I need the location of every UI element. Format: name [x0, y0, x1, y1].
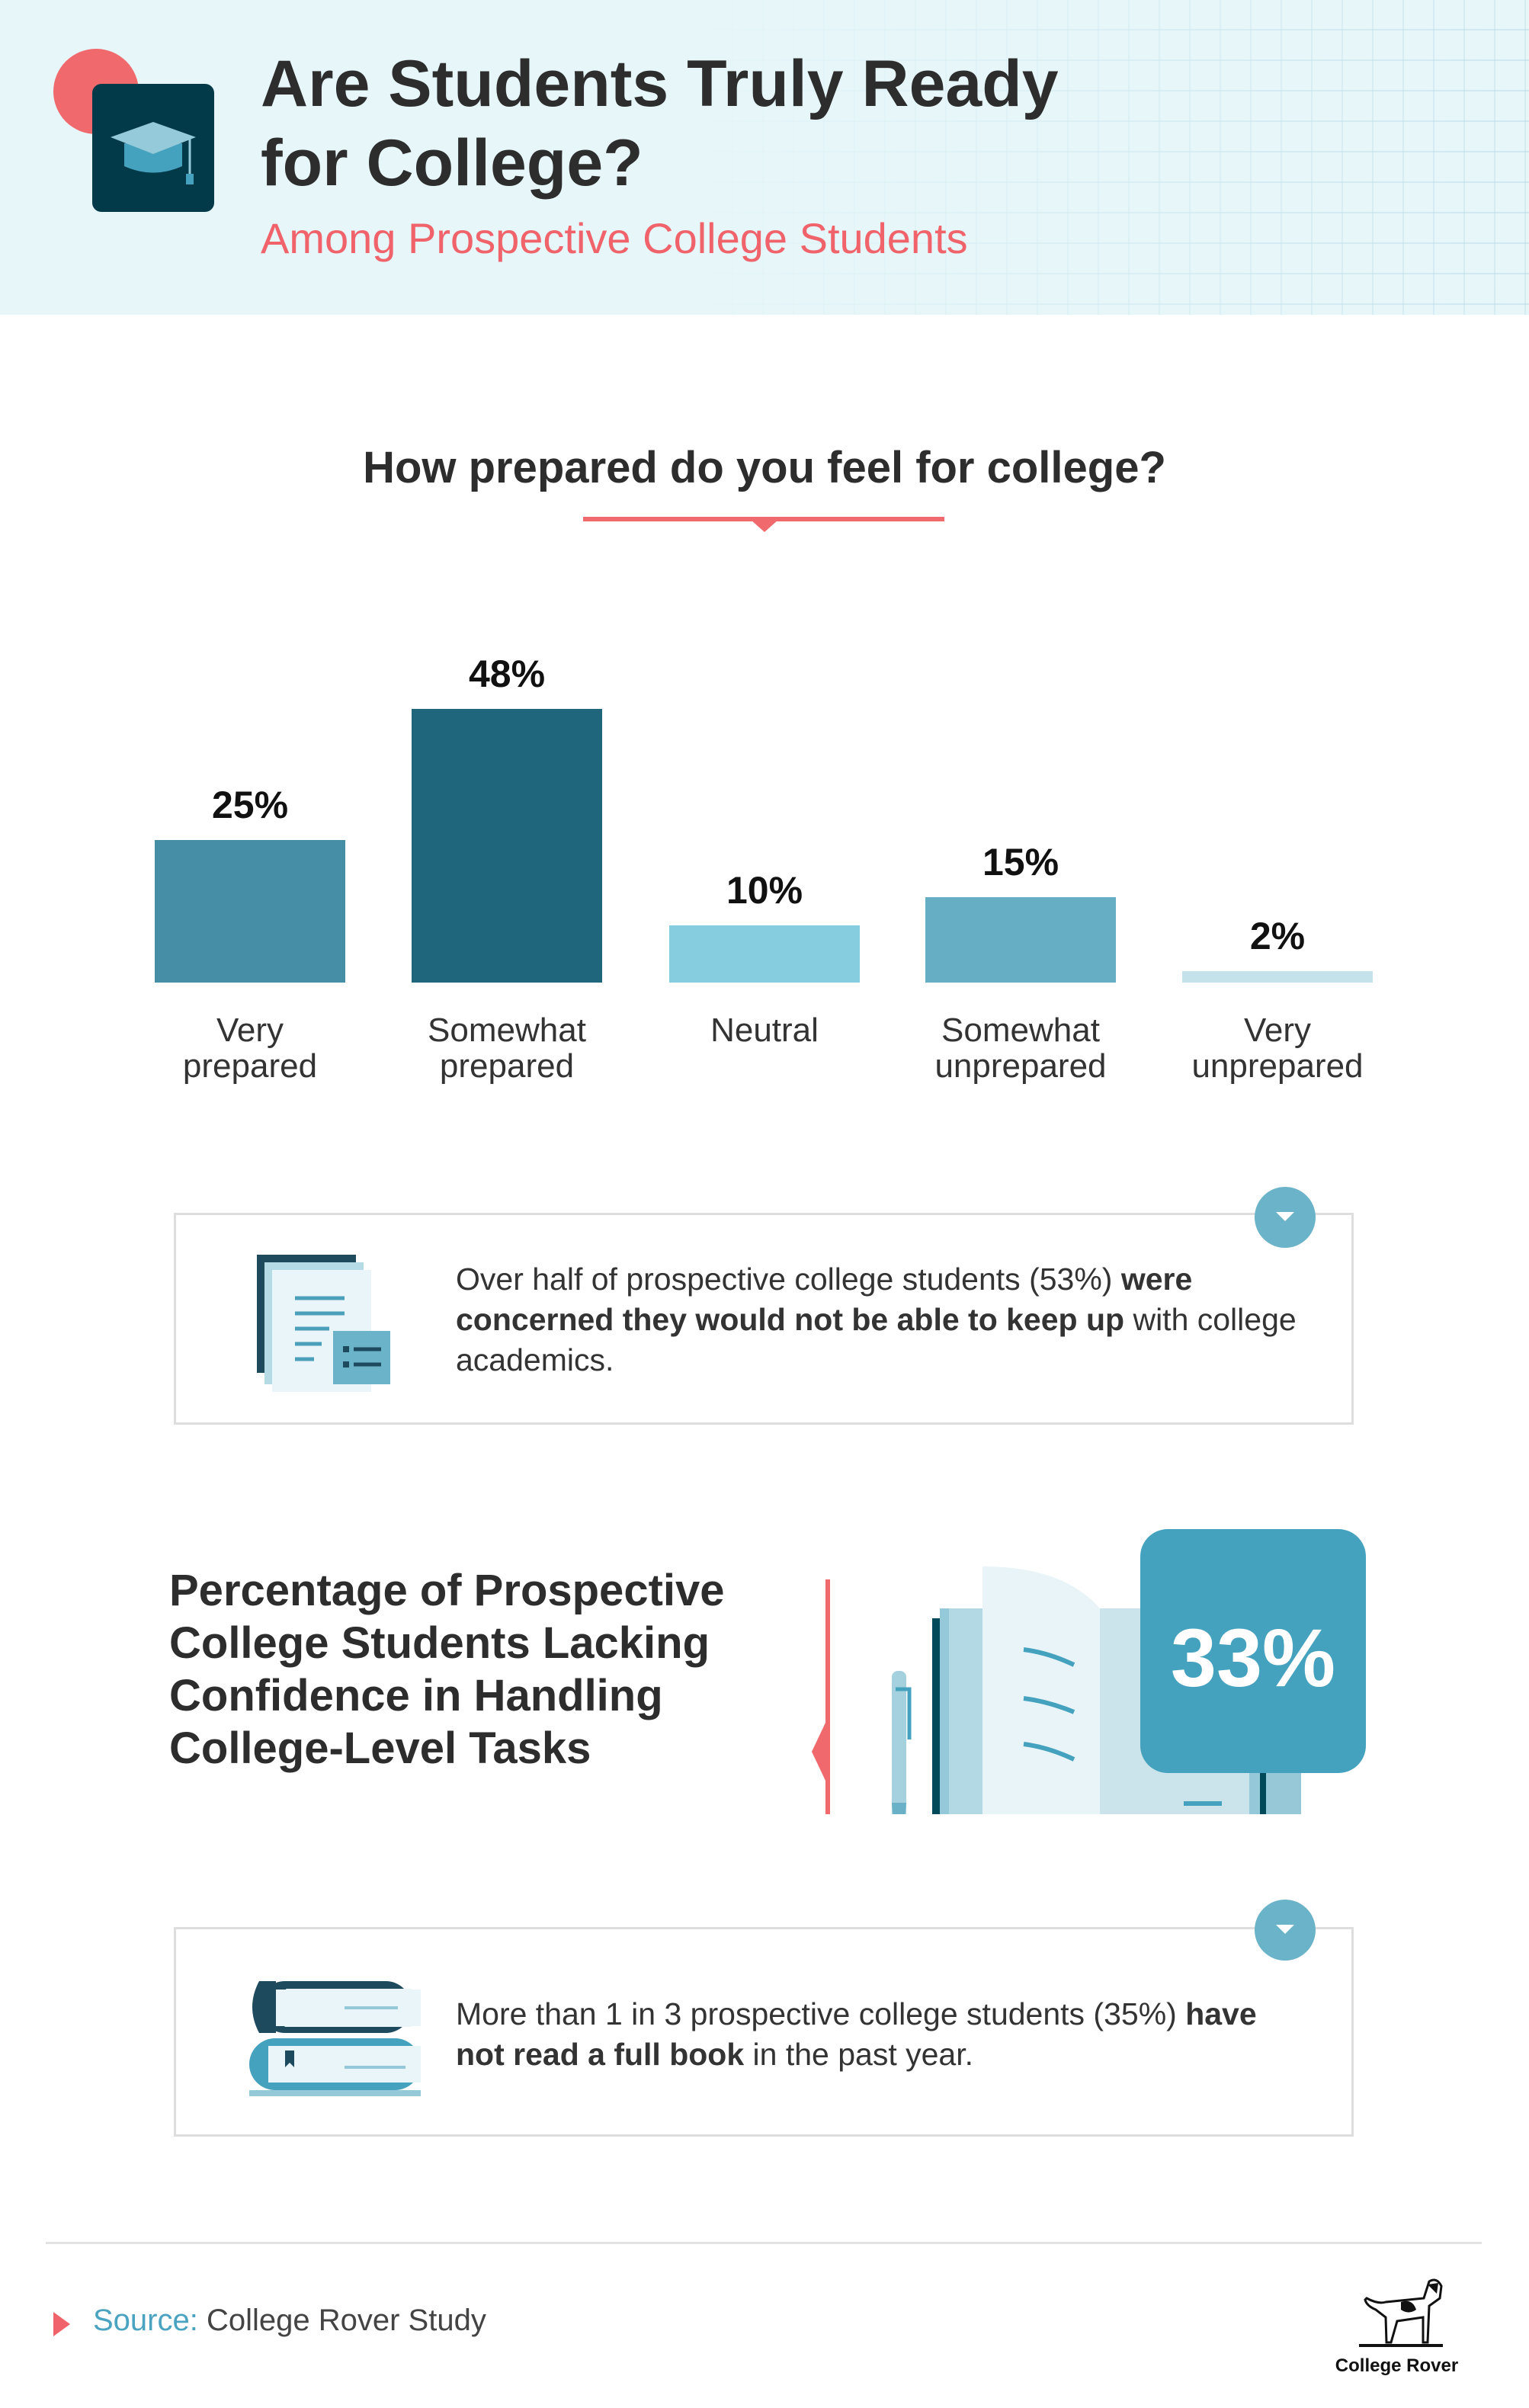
section-heading: Percentage of Prospective College Studen…: [169, 1566, 725, 1773]
bar-1: [412, 709, 602, 983]
bar-value-label: 15%: [982, 840, 1059, 883]
category-label: Very prepared: [124, 1012, 376, 1084]
source-label: Source:: [93, 2304, 198, 2337]
category-label: Somewhat unprepared: [895, 1012, 1146, 1084]
title-underline: [583, 517, 944, 521]
callout-text-bold: have not read a full book: [456, 1996, 1257, 2072]
category-label: Neutral: [639, 1012, 890, 1084]
logo-text: College Rover: [1335, 2355, 1459, 2376]
title-line-2: for College?: [261, 127, 643, 200]
title-line-1: Are Students Truly Ready: [261, 47, 1059, 120]
category-label-line: Somewhat: [428, 1012, 586, 1049]
bar-value-label: 48%: [468, 653, 546, 695]
category-label-line: Very: [216, 1012, 284, 1049]
bar-3: [925, 896, 1116, 983]
category-label-line: prepared: [182, 1047, 318, 1085]
bar-2: [669, 925, 860, 983]
category-label: Somewhat prepared: [381, 1012, 633, 1084]
header-background: [0, 0, 1529, 315]
category-label-line: unprepared: [1191, 1047, 1364, 1085]
college-rover-logo: College Rover: [1330, 2275, 1463, 2377]
callout-text-academics: Over half of prospective college student…: [456, 1259, 1309, 1380]
page-subtitle: Among Prospective College Students: [261, 214, 968, 262]
page-title: Are Students Truly Ready for College?: [261, 44, 1175, 203]
documents-icon: [257, 1255, 390, 1392]
chevron-down-icon: [1255, 1187, 1316, 1248]
callout-text-plain: Over half of prospective college student…: [456, 1262, 1121, 1297]
category-label: Very unprepared: [1152, 1012, 1403, 1084]
callout-text-plain: in the past year.: [744, 2037, 973, 2072]
open-book-icon: 33%: [812, 1529, 1366, 1814]
callout-box-reading: [174, 1927, 1354, 2137]
graduation-cap-icon: [92, 84, 214, 212]
bar-0: [155, 840, 345, 983]
triangle-bullet-icon: [53, 2312, 70, 2336]
category-label-line: Somewhat: [941, 1012, 1100, 1049]
books-stack-icon: [249, 1981, 421, 2096]
chevron-down-icon: [1255, 1900, 1316, 1961]
callout-text-reading: More than 1 in 3 prospective college stu…: [456, 1994, 1309, 2075]
source-value: College Rover Study: [206, 2304, 486, 2337]
stat-value: 33%: [1171, 1611, 1335, 1704]
footer-divider: [46, 2242, 1482, 2244]
source-note: Source: College Rover Study: [93, 2304, 486, 2338]
bar-4: [1182, 971, 1373, 983]
callout-text-plain: More than 1 in 3 prospective college stu…: [456, 1996, 1186, 2031]
category-label-line: [639, 1048, 890, 1084]
bar-value-label: 2%: [1249, 915, 1306, 958]
callout-text-bold: were concerned they would not be able to…: [456, 1262, 1193, 1337]
callout-text-plain: with college academics.: [456, 1302, 1297, 1377]
title-underline-pointer: [751, 520, 778, 532]
category-label-line: Very: [1243, 1012, 1312, 1049]
bar-value-label: 10%: [726, 869, 803, 912]
bar-value-label: 25%: [211, 784, 289, 827]
category-label-line: unprepared: [934, 1047, 1107, 1085]
dog-logo-icon: [1358, 2278, 1443, 2347]
chart-title: How prepared do you feel for college?: [363, 443, 1166, 492]
category-label-line: Neutral: [710, 1012, 819, 1049]
category-label-line: prepared: [439, 1047, 575, 1085]
